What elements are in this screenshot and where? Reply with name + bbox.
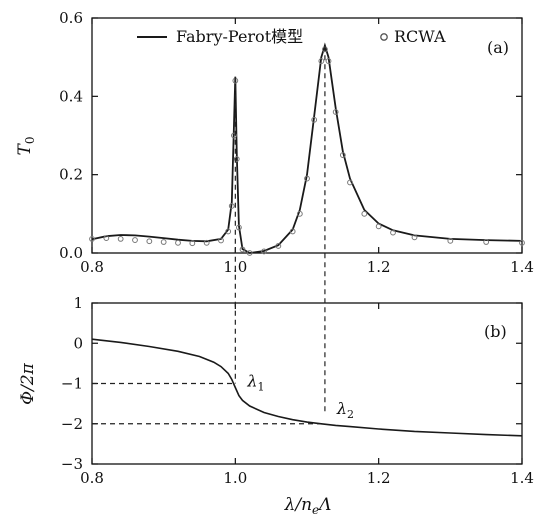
rcwa-point bbox=[318, 58, 325, 64]
annotation-lambda-1: λ1 bbox=[246, 372, 264, 394]
panel-a-ylabel: T0 bbox=[15, 137, 37, 156]
rcwa-point bbox=[519, 239, 525, 246]
panel-a-ylabel-main: T bbox=[15, 142, 35, 155]
panel-b-xtick-label: 1.2 bbox=[367, 469, 391, 487]
rcwa-point bbox=[203, 239, 210, 246]
rcwa-point bbox=[304, 175, 310, 182]
legend-label-fabry-perot: Fabry-Perot模型 bbox=[176, 27, 303, 46]
panel-b-xtick-label: 1.4 bbox=[510, 469, 534, 487]
rcwa-point bbox=[289, 228, 296, 235]
rcwa-point bbox=[411, 234, 418, 241]
rcwa-point bbox=[132, 237, 138, 243]
legend: Fabry-Perot模型 RCWA bbox=[137, 27, 446, 46]
rcwa-point bbox=[231, 132, 237, 139]
rcwa-point bbox=[225, 228, 232, 235]
rcwa-point bbox=[347, 179, 353, 186]
panel-a-ytick-label: 0.6 bbox=[59, 9, 83, 27]
series-phase-line bbox=[91, 338, 523, 437]
rcwa-point bbox=[447, 237, 454, 244]
rcwa-point bbox=[246, 250, 253, 256]
panel-b-label: (b) bbox=[484, 322, 507, 341]
panel-b-ytick-label: 0 bbox=[73, 334, 83, 352]
legend-circle-swatch bbox=[380, 33, 388, 41]
legend-label-rcwa: RCWA bbox=[394, 27, 446, 46]
rcwa-point bbox=[146, 238, 153, 245]
panel-a-label: (a) bbox=[487, 38, 509, 57]
panel-a-xtick-label: 0.8 bbox=[80, 258, 104, 276]
panel-b-xlabel-sub: e bbox=[312, 503, 319, 517]
rcwa-point bbox=[332, 109, 339, 115]
panel-a-ytick-label: 0.4 bbox=[59, 87, 83, 105]
panel-b-xtick-label: 1.0 bbox=[223, 469, 247, 487]
panel-a-xtick-label: 1.2 bbox=[367, 258, 391, 276]
rcwa-point bbox=[361, 210, 368, 217]
panel-b-ytick-label: −3 bbox=[61, 455, 83, 473]
rcwa-point bbox=[325, 58, 332, 64]
rcwa-point bbox=[117, 236, 124, 242]
rcwa-point bbox=[239, 246, 246, 253]
rcwa-point bbox=[296, 210, 303, 217]
rcwa-point bbox=[275, 243, 282, 249]
annotation-lambda-2: λ2 bbox=[336, 399, 354, 421]
rcwa-point bbox=[160, 239, 167, 245]
rcwa-point bbox=[89, 236, 95, 242]
rcwa-point bbox=[483, 239, 490, 245]
panel-b: 0.8 1.0 1.2 1.4 1 0 −1 −2 −3 (b) Φ/2π λ/neΛ λ1 λ2 bbox=[18, 294, 534, 517]
rcwa-point bbox=[218, 237, 224, 244]
panel-b-xlabel-main: λ/n bbox=[284, 495, 312, 515]
panel-a-ytick-label: 0.0 bbox=[59, 244, 83, 262]
rcwa-point bbox=[175, 239, 181, 246]
rcwa-point bbox=[339, 152, 346, 158]
rcwa-point bbox=[228, 203, 235, 209]
rcwa-point bbox=[390, 229, 396, 236]
panel-b-xlabel: λ/neΛ bbox=[284, 495, 332, 517]
panel-b-ytick-label: −2 bbox=[61, 415, 83, 433]
panel-b-ytick-label: −1 bbox=[61, 375, 83, 393]
panel-b-ytick-label: 1 bbox=[73, 294, 83, 312]
rcwa-point bbox=[311, 116, 318, 123]
rcwa-point bbox=[233, 156, 240, 162]
panel-a-xtick-label: 1.4 bbox=[510, 258, 534, 276]
rcwa-point bbox=[236, 224, 242, 231]
panel-a-ylabel-sub: 0 bbox=[23, 137, 37, 145]
panel-b-ylabel: Φ/2π bbox=[18, 362, 38, 404]
panel-a-frame bbox=[91, 17, 523, 254]
panel-a-ytick-label: 0.2 bbox=[59, 166, 83, 184]
rcwa-point bbox=[375, 223, 382, 230]
rcwa-point bbox=[103, 235, 110, 242]
panel-b-xtick-label: 0.8 bbox=[80, 469, 104, 487]
panel-b-xlabel-tail: Λ bbox=[317, 495, 331, 515]
panel-a: 0.8 1.0 1.2 1.40.00.20.40.6 (a) T0 Fabry-Pe… bbox=[15, 9, 534, 276]
rcwa-point bbox=[261, 248, 267, 255]
series-fabry-perot-line bbox=[91, 42, 523, 254]
rcwa-point bbox=[189, 240, 196, 247]
